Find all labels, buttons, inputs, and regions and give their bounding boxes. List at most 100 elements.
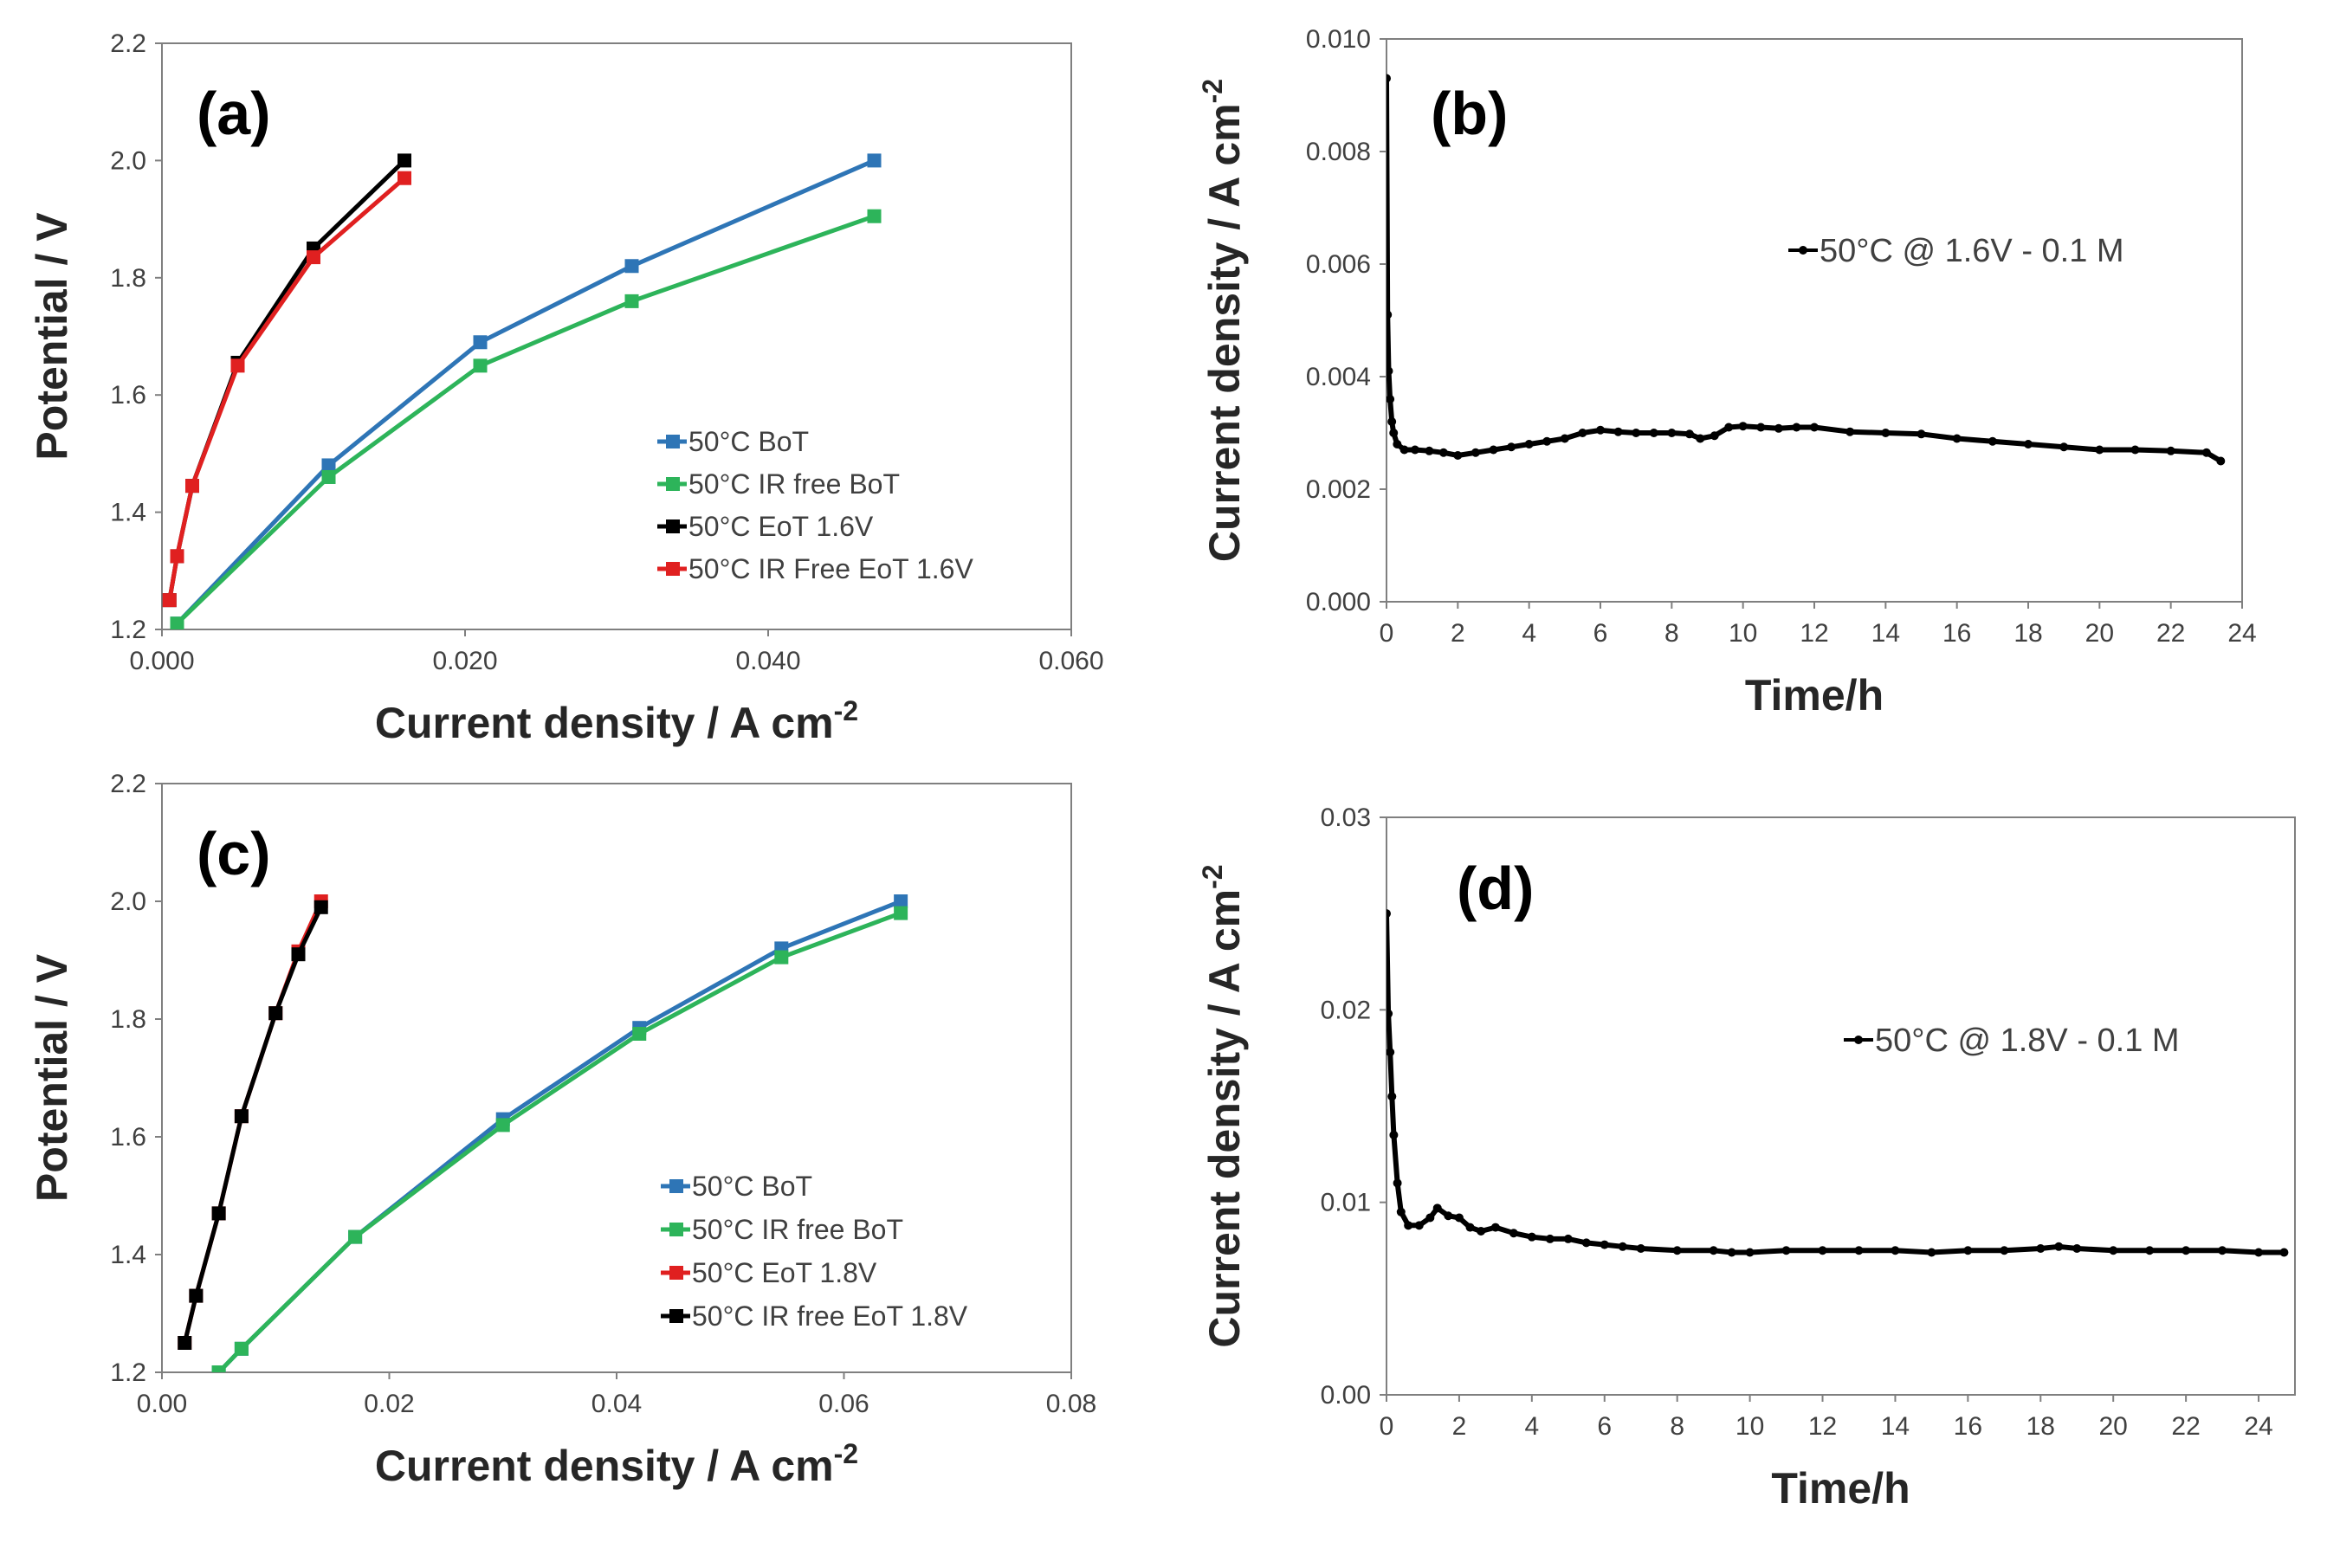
data-point	[1396, 1207, 1406, 1216]
data-point	[1891, 1246, 1900, 1255]
legend-label: 50°C EoT 1.6V	[688, 511, 874, 542]
data-point	[1636, 1244, 1645, 1254]
data-point	[2036, 1244, 2046, 1254]
x-axis-title: Time/h	[1745, 671, 1884, 719]
x-tick-label: 18	[2014, 619, 2042, 648]
plot-frame-a	[161, 42, 1072, 630]
data-point	[624, 259, 639, 274]
legend-swatch-marker	[666, 519, 680, 533]
x-axis-title-text: Time/h	[1771, 1464, 1910, 1513]
legend-label: 50°C BoT	[692, 1171, 812, 1202]
y-axis-title-text: Current density / A cm	[1200, 103, 1249, 562]
data-point	[867, 209, 882, 223]
x-tick-label: 22	[2156, 619, 2185, 648]
x-tick-label: 6	[1597, 1412, 1612, 1441]
y-tick-label: 0.002	[1306, 475, 1371, 504]
x-tick-label: 24	[2227, 619, 2256, 648]
data-point	[1781, 1246, 1791, 1255]
data-point	[473, 335, 488, 350]
data-point	[1881, 429, 1891, 437]
x-tick-label: 0.08	[1046, 1390, 1096, 1418]
y-axis-title: Potential / V	[28, 953, 76, 1202]
data-point	[1709, 1246, 1718, 1255]
data-point	[189, 1288, 204, 1303]
legend-swatch-marker	[666, 435, 680, 448]
data-point	[1927, 1248, 1936, 1257]
y-tick-label: 2.0	[110, 887, 146, 916]
data-point	[268, 1006, 283, 1021]
y-tick-label: 2.2	[110, 29, 146, 58]
data-point	[1489, 445, 1498, 455]
data-point	[1387, 1092, 1397, 1101]
plot-frame-d	[1386, 816, 2296, 1396]
data-point	[398, 153, 411, 168]
data-point	[1387, 909, 1391, 919]
legend-label: 50°C BoT	[688, 426, 809, 457]
data-point	[1414, 1221, 1424, 1230]
data-point	[2279, 1248, 2289, 1257]
data-point	[2130, 445, 2140, 455]
x-tick-label: 0.06	[818, 1390, 869, 1418]
data-point	[230, 358, 245, 373]
y-tick-label: 0.01	[1321, 1189, 1371, 1217]
data-point	[1774, 423, 1783, 433]
data-point	[1432, 1203, 1442, 1213]
data-point	[1710, 431, 1719, 441]
data-point	[1684, 429, 1694, 439]
data-point	[211, 1365, 226, 1372]
data-point	[234, 1341, 249, 1356]
y-tick-label: 0.000	[1306, 588, 1371, 616]
y-axis-title-text: Potential / V	[28, 212, 76, 461]
data-point	[1393, 440, 1402, 448]
data-point	[1618, 1242, 1627, 1251]
panel-d: 0.000.010.020.030 2 4 6 8 10 12 14 16 18 20 22 24Tim…	[1197, 803, 2296, 1513]
data-point	[1399, 445, 1409, 455]
x-tick-label: 16	[1954, 1412, 1982, 1441]
data-point	[1477, 1227, 1486, 1236]
data-point	[894, 894, 908, 908]
data-point	[1509, 1229, 1518, 1238]
x-tick-label: 0	[1380, 619, 1394, 648]
x-tick-label: 12	[1808, 1412, 1837, 1441]
x-tick-label: 0.060	[1038, 647, 1103, 675]
x-tick-label: 24	[2244, 1412, 2272, 1441]
data-point	[1792, 423, 1801, 432]
y-tick-label: 1.8	[110, 1005, 146, 1034]
data-point	[2072, 1244, 2082, 1254]
panel-label-a: (a)	[197, 80, 271, 147]
data-point	[321, 458, 336, 473]
y-tick-label: 0.010	[1306, 25, 1371, 54]
data-point	[178, 1336, 192, 1350]
x-tick-label: 20	[2099, 1412, 2128, 1441]
x-axis-title-sup: -2	[834, 695, 858, 726]
data-point	[2218, 1246, 2227, 1255]
data-point	[632, 1027, 647, 1041]
data-point	[1527, 1232, 1536, 1242]
x-tick-label: 22	[2171, 1412, 2200, 1441]
data-point	[1393, 1178, 1402, 1188]
x-axis-title: Current density / A cm-2	[375, 1438, 858, 1490]
data-point	[398, 171, 411, 185]
x-tick-label: 14	[1881, 1412, 1910, 1441]
data-point	[1613, 427, 1623, 436]
data-point	[1560, 434, 1569, 443]
data-point	[1667, 429, 1677, 437]
y-tick-label: 1.8	[110, 264, 146, 293]
legend-label: 50°C IR Free EoT 1.6V	[688, 553, 973, 584]
legend-swatch-marker	[669, 1223, 683, 1236]
y-axis-title: Current density / A cm-2	[1197, 79, 1249, 562]
panel-c: 1.2 1.4 1.6 1.8 2.0 2.2 0.00 0.02 0.04 0.06 0.08 Cu…	[28, 770, 1096, 1490]
data-point	[211, 1206, 226, 1221]
x-axis-title-text: Time/h	[1745, 671, 1884, 719]
data-point	[1578, 429, 1587, 437]
x-tick-label: 4	[1524, 1412, 1539, 1441]
x-tick-label: 2	[1452, 1412, 1467, 1441]
data-point	[291, 947, 306, 962]
x-tick-label: 0.040	[735, 647, 800, 675]
y-axis-title-sup: -2	[1197, 79, 1228, 103]
x-axis-title: Current density / A cm-2	[375, 695, 858, 747]
x-tick-label: 14	[1871, 619, 1900, 648]
data-point	[1672, 1246, 1682, 1255]
data-point	[1389, 1130, 1399, 1139]
y-tick-label: 1.2	[110, 1358, 146, 1387]
